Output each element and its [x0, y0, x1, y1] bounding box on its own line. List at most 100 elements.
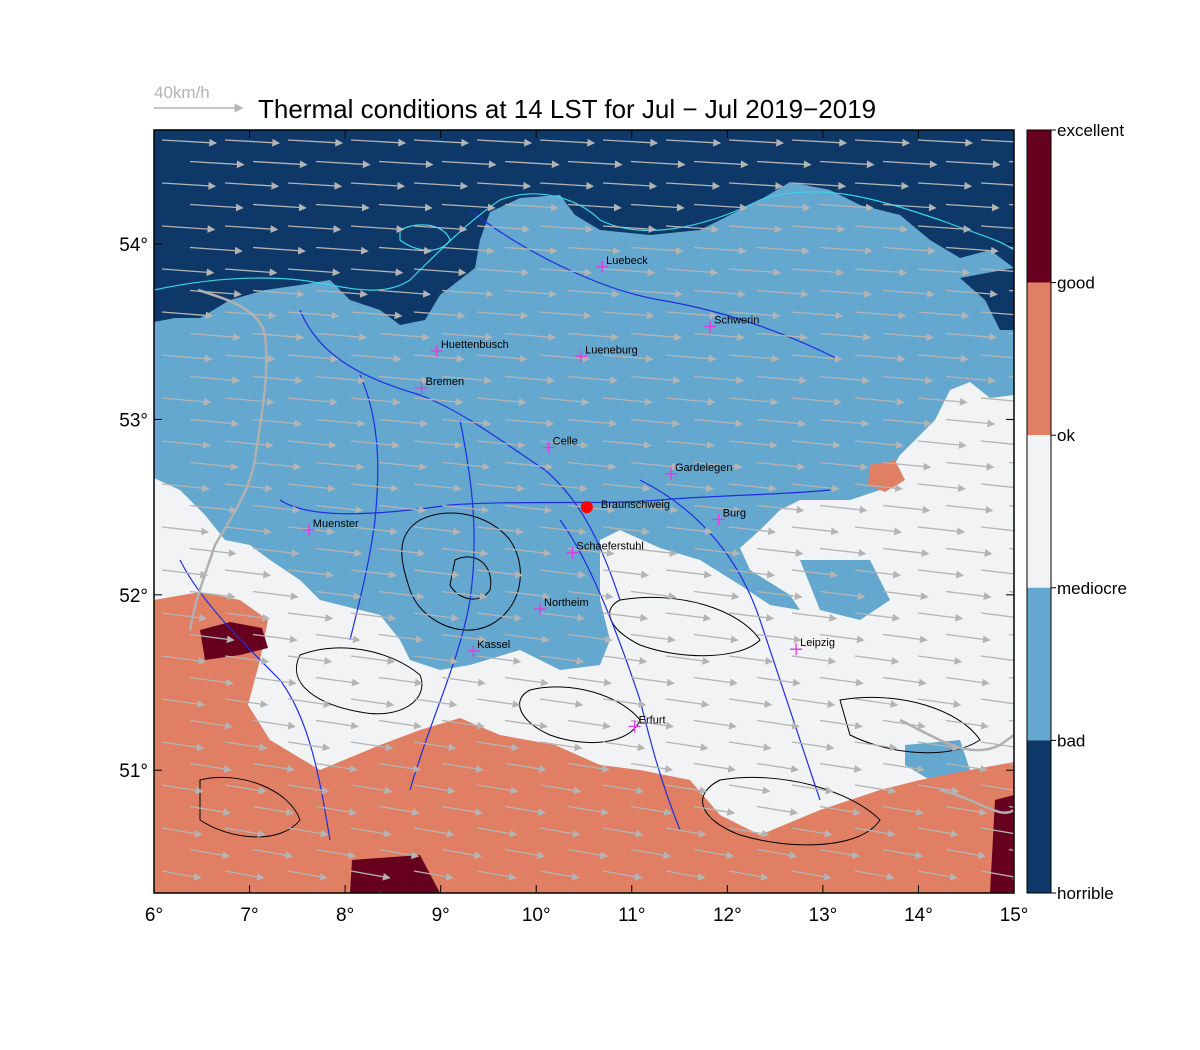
- wind-arrow: [287, 268, 341, 277]
- wind-arrow: [917, 397, 968, 406]
- x-tick-label: 15°: [1000, 905, 1029, 926]
- wind-arrow: [504, 375, 556, 385]
- colorbar: excellent good ok mediocre bad horrible: [1026, 121, 1127, 903]
- wind-arrow: [287, 311, 340, 320]
- wind-arrow: [378, 504, 427, 514]
- wind-arrow: [287, 397, 338, 406]
- wind-arrow: [441, 805, 484, 816]
- wind-arrow: [252, 762, 296, 773]
- wind-arrow: [791, 440, 841, 449]
- wind-arrow: [476, 268, 530, 277]
- wind-arrow: [917, 181, 973, 190]
- wind-arrow: [567, 762, 611, 773]
- wind-arrow: [189, 719, 233, 730]
- wind-arrow: [791, 268, 845, 277]
- y-tick-label: 54°: [119, 235, 148, 256]
- wind-arrow: [378, 203, 433, 212]
- wind-arrow: [756, 590, 803, 601]
- wind-arrow: [882, 719, 926, 730]
- wind-arrow: [378, 246, 432, 255]
- wind-arrow: [728, 397, 779, 406]
- city-marker: Schaeferstuhl: [566, 541, 644, 559]
- city-label: Celle: [553, 435, 578, 447]
- wind-arrow: [665, 483, 714, 493]
- wind-arrow: [854, 397, 905, 406]
- wind-arrow: [728, 181, 784, 190]
- wind-arrow: [189, 762, 233, 773]
- wind-arrow: [287, 483, 336, 493]
- wind-arrow: [756, 633, 802, 644]
- wind-arrow: [882, 590, 929, 601]
- wind-arrow: [287, 440, 337, 449]
- wind-arrow: [980, 483, 1014, 489]
- terrain-contours: [199, 512, 981, 846]
- wind-arrow: [630, 633, 676, 644]
- wind-arrow: [441, 289, 494, 298]
- wind-arrow: [476, 181, 532, 190]
- wind-arrow: [917, 526, 965, 536]
- wind-arrow: [791, 569, 839, 579]
- wind-arrow: [665, 526, 713, 536]
- y-tick-label: 52°: [119, 586, 148, 607]
- city-label: Lueneburg: [585, 344, 638, 356]
- wind-arrow: [980, 139, 1014, 143]
- wind-arrow: [917, 225, 972, 233]
- wind-arrow: [539, 612, 586, 622]
- x-tick-label: 7°: [240, 905, 258, 926]
- city-cross-icon: [790, 643, 803, 656]
- city-cross-icon: [534, 602, 547, 615]
- rivers: [179, 209, 841, 841]
- wind-arrow: [854, 569, 902, 579]
- city-label: Huettenbusch: [441, 339, 509, 351]
- wind-arrow: [665, 397, 716, 406]
- wind-arrow: [791, 181, 847, 190]
- wind-arrow: [882, 633, 928, 644]
- ok-region-southwest: [154, 592, 1014, 893]
- wind-arrow: [980, 225, 1014, 229]
- colorbar-block: [1027, 130, 1051, 283]
- wind-arrow: [630, 590, 677, 601]
- wind-arrow: [224, 741, 268, 752]
- wind-arrow: [854, 311, 907, 320]
- wind-arrow: [602, 612, 649, 622]
- wind-arrow: [630, 375, 682, 385]
- wind-arrow: [413, 440, 463, 449]
- wind-arrow: [945, 633, 991, 644]
- wind-arrow: [917, 311, 970, 320]
- wind-arrow: [728, 526, 776, 536]
- wind-arrow: [630, 805, 673, 816]
- wind-arrow: [161, 397, 212, 406]
- wind-arrow: [630, 762, 674, 773]
- wind-arrow: [378, 719, 422, 730]
- wind-arrow: [980, 311, 1014, 316]
- wind-arrow: [504, 719, 548, 730]
- wind-arrow: [819, 203, 874, 212]
- wind-arrow: [476, 655, 522, 665]
- wind-vectors: [161, 138, 1014, 893]
- wind-arrow: [567, 203, 622, 212]
- colorbar-block: [1027, 740, 1051, 893]
- wind-arrow: [350, 569, 398, 579]
- wind-arrow: [441, 160, 497, 169]
- wind-arrow: [945, 719, 989, 730]
- wind-arrow: [504, 160, 560, 169]
- home-marker: Braunschweig: [580, 499, 670, 514]
- city-marker: Celle: [542, 435, 578, 454]
- wind-arrow: [189, 461, 239, 471]
- wind-arrow: [854, 181, 910, 190]
- wind-arrow: [441, 719, 485, 730]
- wind-arrow: [378, 418, 429, 428]
- wind-arrow: [252, 676, 297, 687]
- x-tick-label: 8°: [336, 905, 354, 926]
- wind-arrow: [441, 762, 485, 773]
- wind-arrow: [791, 870, 832, 881]
- wind-arrow: [945, 461, 995, 471]
- wind-arrow: [413, 741, 457, 752]
- wind-arrow: [980, 354, 1014, 359]
- wind-arrow: [602, 268, 656, 277]
- city-cross-icon: [542, 441, 555, 454]
- wind-arrow: [287, 181, 343, 190]
- wind-arrow: [630, 418, 681, 428]
- wind-arrow: [350, 655, 396, 665]
- city-marker: Schwerin: [704, 314, 759, 333]
